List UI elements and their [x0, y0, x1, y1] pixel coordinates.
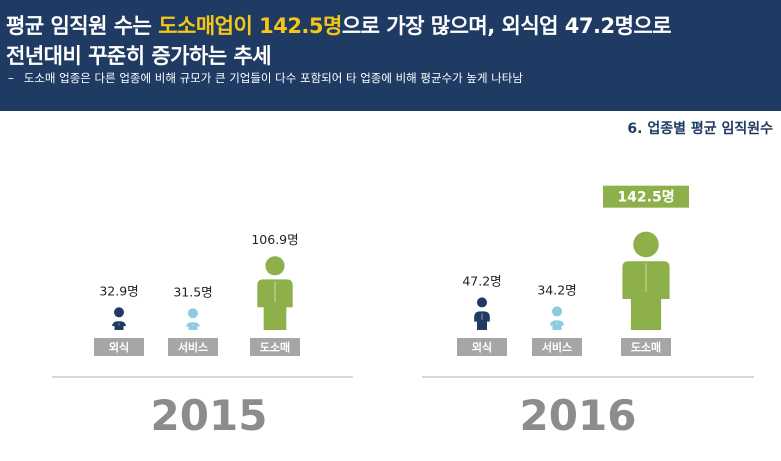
category-box-2015-0: [94, 338, 144, 356]
figure-2015-1: [186, 308, 200, 330]
value-label-2015-0: 32.9명: [99, 283, 138, 298]
figure-2016-0: [474, 297, 490, 330]
figure-2016-2-body: [622, 261, 670, 330]
value-label-2015-2: 106.9명: [251, 232, 298, 247]
bullet-note: – 도소매 업종은 다른 업종에 비해 규모가 큰 기업들이 다수 포함되어 타 …: [8, 70, 523, 86]
figure-2015-0: [112, 307, 126, 330]
category-label-2015-0: 외식: [109, 340, 129, 354]
year-label-2016: 2016: [520, 391, 637, 440]
category-box-2016-0: [457, 338, 507, 356]
header-banner: 평균 임직원 수는 도소매업이 142.5명으로 가장 많으며, 외식업 47.…: [0, 0, 781, 111]
highlight-value-box: [603, 185, 689, 208]
category-box-2015-1: [168, 338, 218, 356]
value-label-2016-2: 142.5명: [617, 189, 674, 206]
figure-2016-1: [550, 306, 564, 330]
category-box-2015-2: [250, 338, 300, 356]
figure-2015-1-body: [186, 322, 200, 330]
category-label-2016-2: 도소매: [631, 340, 661, 354]
headline-line-1: 평균 임직원 수는 도소매업이 142.5명으로 가장 많으며, 외식업 47.…: [6, 10, 672, 40]
figure-2016-1-head: [552, 306, 562, 317]
figure-2015-1-head: [188, 308, 198, 319]
category-box-2016-1: [532, 338, 582, 356]
figure-2016-2-head: [633, 231, 659, 258]
figure-2016-2: [622, 231, 670, 330]
headline-highlight: 도소매업이 142.5명: [158, 14, 342, 38]
value-label-2016-0: 47.2명: [462, 273, 501, 288]
category-label-2015-1: 서비스: [178, 340, 208, 354]
figure-2015-2: [257, 256, 293, 330]
headline-suffix: 으로 가장 많으며, 외식업 47.2명으로: [341, 14, 672, 38]
bullet-text: 도소매 업종은 다른 업종에 비해 규모가 큰 기업들이 다수 포함되어 타 업…: [23, 71, 523, 85]
figure-2015-2-body: [257, 279, 293, 330]
figure-2015-0-body: [112, 321, 126, 330]
headline-prefix: 평균 임직원 수는: [6, 14, 159, 38]
figure-2015-0-head: [114, 307, 124, 318]
value-label-2016-1: 34.2명: [537, 282, 576, 297]
category-label-2016-0: 외식: [472, 340, 492, 354]
bullet-dash: –: [8, 71, 14, 85]
value-label-2015-1: 31.5명: [173, 284, 212, 299]
category-label-2015-2: 도소매: [260, 340, 290, 354]
figure-2016-0-head: [477, 297, 487, 308]
figure-2016-1-body: [550, 320, 564, 330]
figure-2016-0-body: [474, 311, 490, 330]
headline-line-2: 전년대비 꾸준히 증가하는 추세: [6, 44, 272, 68]
chart-subtitle: 6. 업종별 평균 임직원수: [627, 121, 773, 137]
year-label-2015: 2015: [151, 391, 268, 440]
figure-2015-2-head: [265, 256, 285, 276]
category-label-2016-1: 서비스: [542, 340, 572, 354]
category-box-2016-2: [621, 338, 671, 356]
